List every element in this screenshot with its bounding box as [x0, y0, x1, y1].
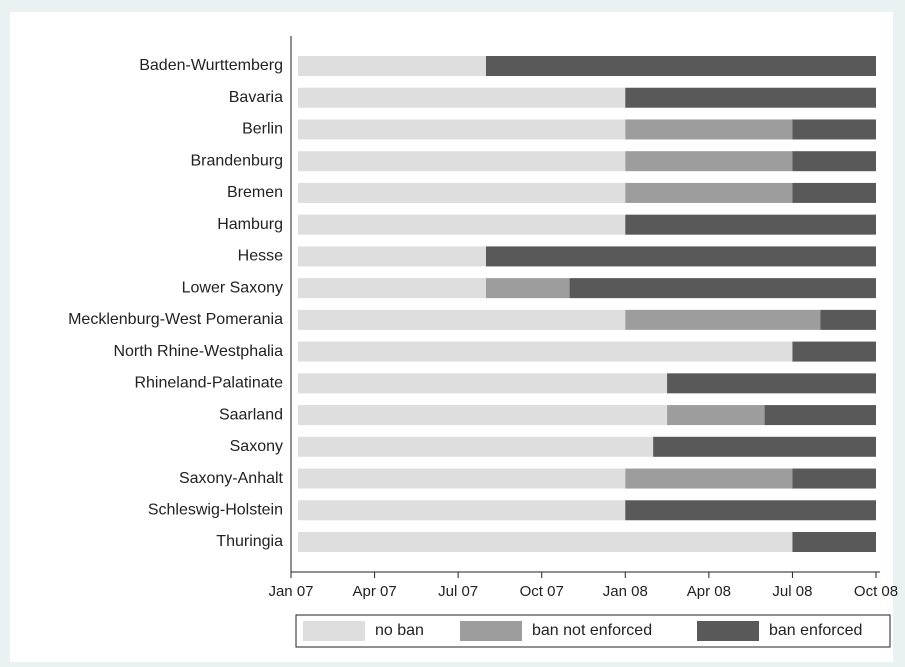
bar-segment — [792, 151, 876, 172]
bar-segment — [298, 151, 626, 172]
bar-segment — [298, 468, 626, 489]
y-tick-label: Bavaria — [229, 89, 283, 106]
bar-segment — [569, 278, 876, 299]
legend-label: no ban — [375, 622, 424, 639]
bar-segment — [653, 436, 876, 457]
bar-segment — [820, 309, 876, 330]
y-tick-label: Thuringia — [216, 533, 283, 550]
y-tick-label: Baden-Wurttemberg — [139, 57, 283, 74]
bar-segment — [764, 405, 876, 426]
x-tick-label: Jul 08 — [772, 583, 812, 600]
y-tick-label: Rhineland-Palatinate — [134, 375, 283, 392]
bar-segment — [486, 56, 876, 76]
y-tick-label: Bremen — [227, 184, 283, 201]
legend-box — [295, 614, 891, 648]
bar-segment — [486, 278, 570, 299]
y-tick-label: Hamburg — [217, 216, 283, 233]
y-tick-label: Berlin — [242, 121, 283, 138]
legend-swatch — [460, 621, 522, 641]
x-tick-label: Jan 07 — [268, 583, 313, 600]
bar-segment — [625, 214, 876, 235]
bar-segment — [298, 436, 654, 457]
bar-segment — [625, 468, 793, 489]
x-tick-label: Oct 07 — [520, 583, 564, 600]
bar-segment — [792, 532, 876, 552]
bar-segment — [298, 246, 486, 267]
bar-segment — [792, 182, 876, 203]
bar-segment — [625, 182, 793, 203]
bar-segment — [792, 119, 876, 140]
bar-segment — [298, 500, 626, 521]
bar-segment — [792, 341, 876, 362]
bar-segment — [298, 119, 626, 140]
bar-segment — [298, 214, 626, 235]
x-tick-label: Apr 08 — [687, 583, 731, 600]
y-tick-label: North Rhine-Westphalia — [113, 343, 283, 360]
bar-segment — [298, 309, 626, 330]
bar-segment — [792, 468, 876, 489]
y-tick-label: Saxony — [230, 438, 283, 455]
y-tick-label: Schleswig-Holstein — [148, 501, 283, 518]
y-tick-label: Lower Saxony — [182, 279, 283, 296]
bar-segment — [298, 87, 626, 108]
bar-segment — [625, 151, 793, 172]
x-tick-label: Jul 07 — [438, 583, 478, 600]
bar-segment — [625, 119, 793, 140]
x-tick-label: Jan 08 — [603, 583, 648, 600]
bar-segment — [625, 500, 876, 521]
y-tick-label: Hesse — [238, 248, 283, 265]
y-tick-label: Brandenburg — [190, 152, 283, 169]
legend-label: ban enforced — [769, 622, 862, 639]
y-tick-label: Saxony-Anhalt — [179, 470, 284, 487]
legend-swatch — [303, 621, 365, 641]
bar-segment — [298, 341, 793, 362]
y-tick-label: Saarland — [219, 406, 283, 423]
x-tick-label: Apr 07 — [352, 583, 396, 600]
bar-segment — [298, 532, 793, 552]
legend-label: ban not enforced — [532, 622, 652, 639]
bar-segment — [667, 405, 765, 426]
bar-segment — [486, 246, 876, 267]
bar-segment — [298, 405, 668, 426]
bar-segment — [298, 373, 668, 394]
bar-segment — [625, 309, 821, 330]
bar-segment — [298, 278, 486, 299]
bar-segment — [667, 373, 876, 394]
bar-segment — [625, 87, 876, 108]
bar-segment — [298, 182, 626, 203]
y-tick-label: Mecklenburg-West Pomerania — [68, 311, 283, 328]
x-tick-label: Oct 08 — [854, 583, 898, 600]
bar-segment — [298, 56, 486, 76]
plot-background — [10, 12, 893, 662]
legend-swatch — [697, 621, 759, 641]
